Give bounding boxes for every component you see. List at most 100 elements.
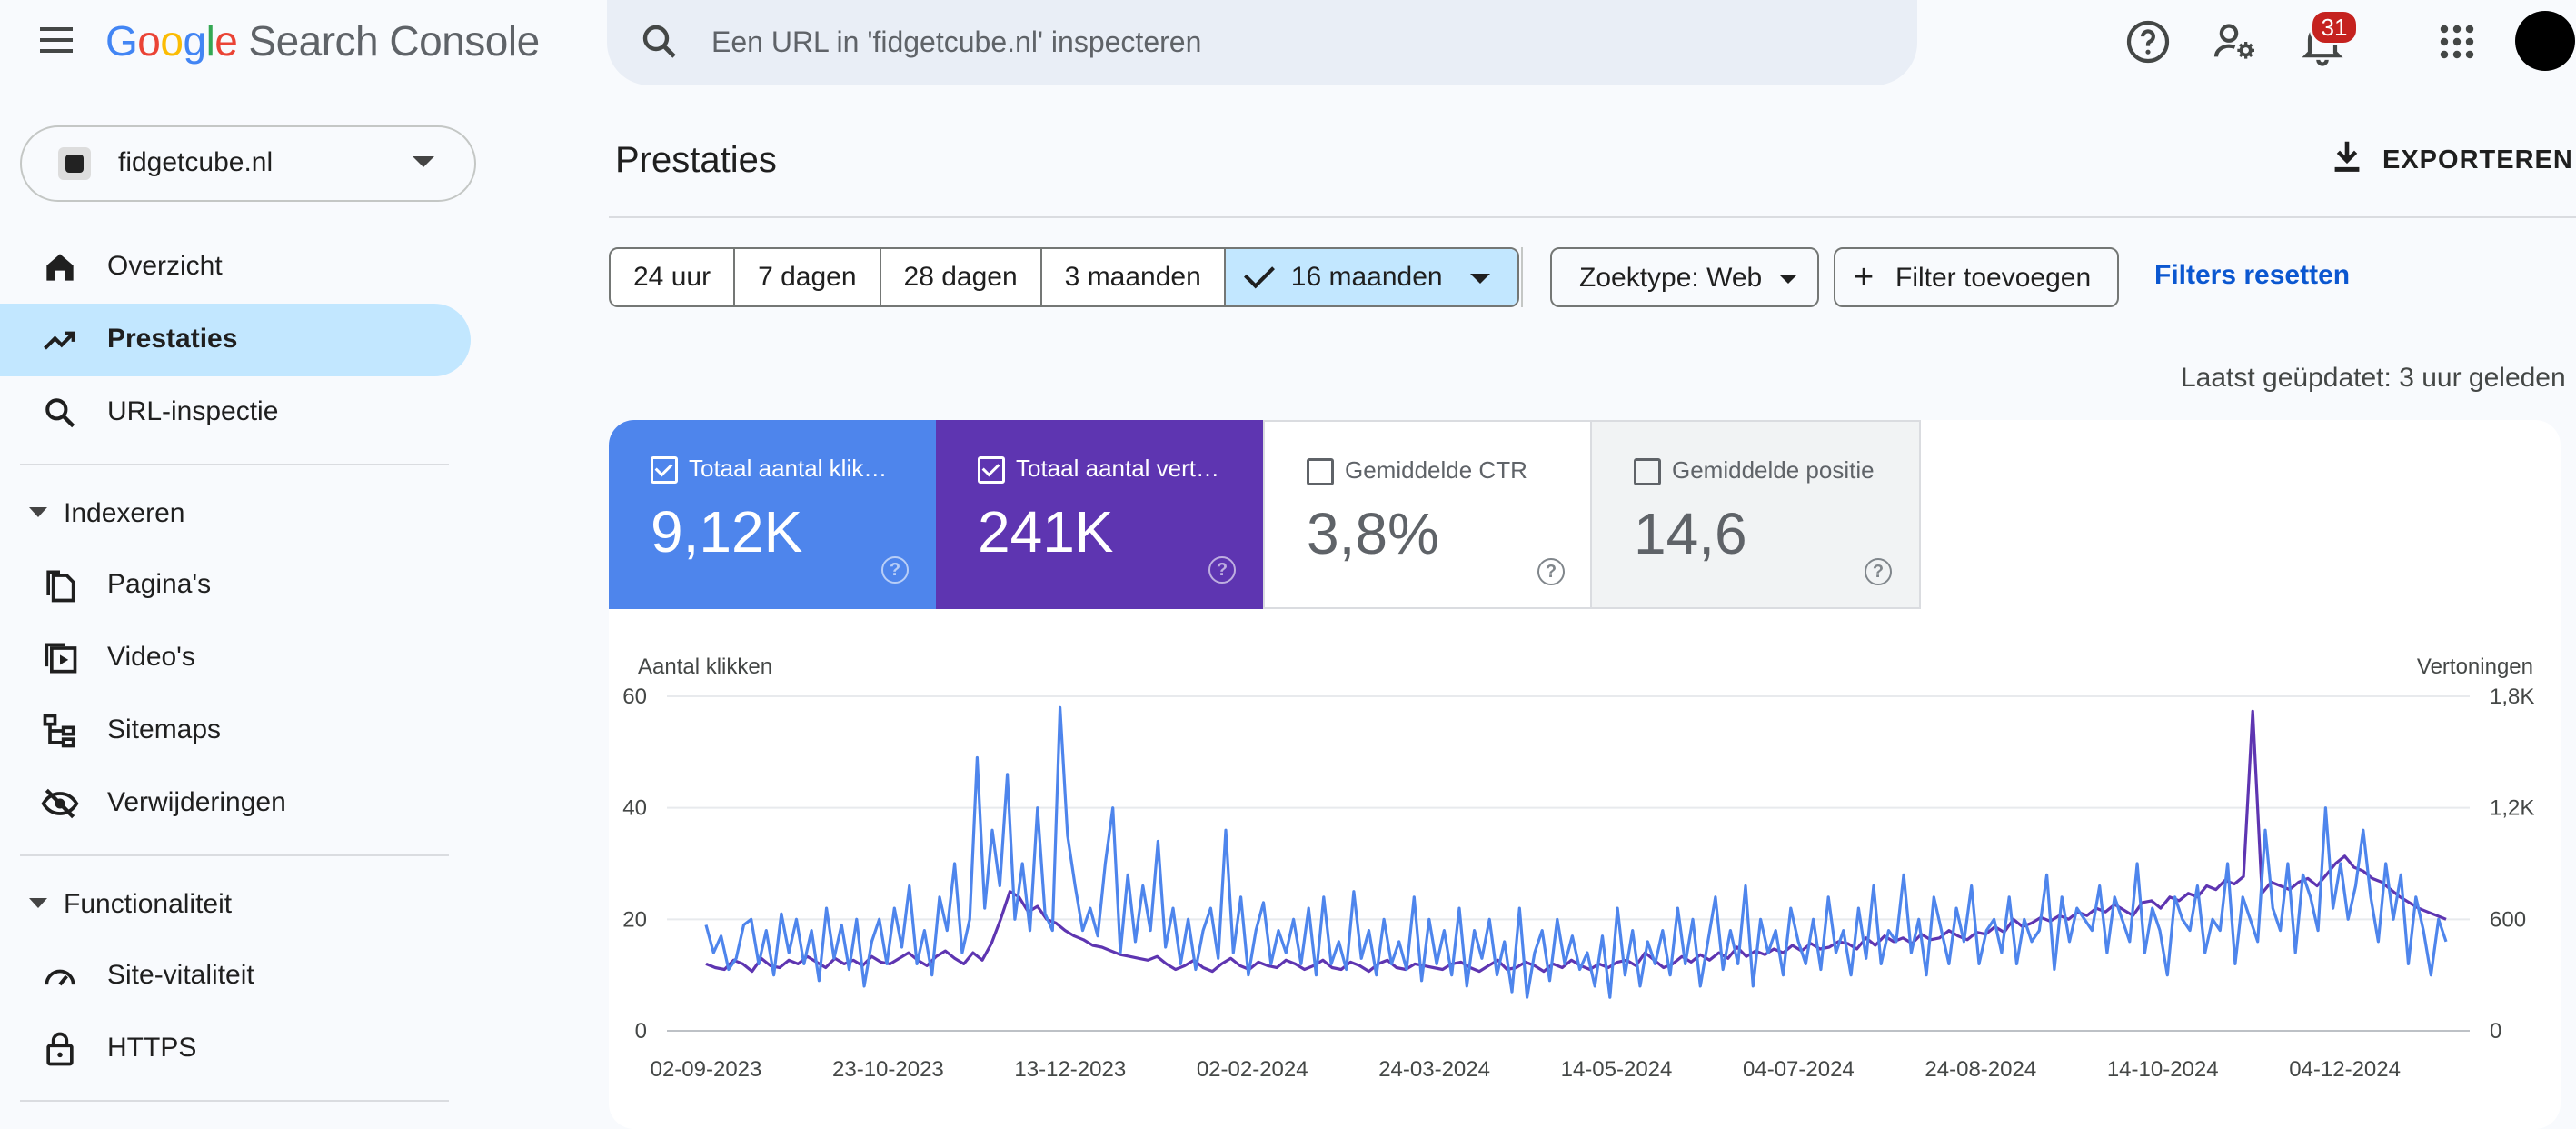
metric-value: 9,12K: [651, 499, 803, 564]
last-updated-text: Laatst geüpdatet: 3 uur geleden: [2181, 363, 2566, 393]
lock-icon: [46, 1032, 74, 1066]
y-tick-label-right: 1,2K: [2490, 796, 2534, 821]
range-3-maanden[interactable]: 3 maanden: [1042, 249, 1226, 305]
range-28-dagen[interactable]: 28 dagen: [881, 249, 1042, 305]
y-tick-label-left: 20: [622, 907, 647, 932]
range-7-dagen[interactable]: 7 dagen: [735, 249, 881, 305]
performance-chart[interactable]: Aantal klikken Vertoningen 60 40 20 0 1,8K 1…: [609, 636, 2561, 1124]
sidebar-item-label: Overzicht: [107, 251, 223, 281]
manage-accounts-icon: [2213, 24, 2254, 59]
metric-total-clicks[interactable]: Totaal aantal klik… 9,12K ?: [609, 420, 936, 609]
metric-average-position[interactable]: Gemiddelde positie 14,6 ?: [1590, 420, 1921, 609]
sidebar-item-label: URL-inspectie: [107, 396, 279, 426]
google-wordmark: Google: [105, 17, 238, 65]
main-menu-button[interactable]: [35, 18, 78, 62]
y-axis-right-title: Vertoningen: [2417, 654, 2533, 679]
checkbox-checked-icon[interactable]: [651, 456, 678, 484]
add-filter-label: Filter toevoegen: [1895, 263, 2092, 293]
page-title: Prestaties: [615, 140, 777, 180]
property-favicon: [58, 147, 91, 180]
help-circle-icon[interactable]: ?: [1208, 556, 1236, 584]
y-tick-label-left: 40: [622, 796, 647, 821]
sidebar-item-videos[interactable]: Video's: [0, 622, 471, 694]
checkbox-unchecked-icon[interactable]: [1307, 458, 1334, 485]
help-circle-icon[interactable]: ?: [1865, 558, 1892, 585]
sidebar-item-https[interactable]: HTTPS: [0, 1013, 471, 1085]
section-indexeren[interactable]: Indexeren: [0, 485, 454, 540]
x-tick-label: 14-05-2024: [1561, 1057, 1673, 1082]
eye-off-icon: [41, 788, 79, 819]
y-tick-label-left: 60: [622, 684, 647, 709]
y-tick-label-left: 0: [635, 1019, 647, 1044]
reset-filters-link[interactable]: Filters resetten: [2154, 260, 2351, 290]
user-settings-button[interactable]: [2210, 16, 2261, 67]
search-type-filter[interactable]: Zoektype: Web: [1550, 247, 1819, 307]
account-avatar[interactable]: [2515, 11, 2575, 71]
sidebar-item-label: Sitemaps: [107, 714, 222, 744]
download-icon: [2334, 141, 2360, 172]
y-tick-label-right: 600: [2490, 907, 2526, 932]
sidebar-item-label: Prestaties: [107, 324, 238, 354]
help-button[interactable]: [2123, 16, 2173, 67]
metric-label: Gemiddelde positie: [1672, 456, 1875, 484]
property-name: fidgetcube.nl: [118, 147, 274, 177]
trending-up-icon: [44, 331, 75, 350]
x-tick-label: 04-12-2024: [2289, 1057, 2401, 1082]
range-16-maanden[interactable]: 16 maanden: [1225, 249, 1517, 305]
export-label: EXPORTEREN: [2382, 145, 2573, 175]
sidebar-item-verwijderingen[interactable]: Verwijderingen: [0, 767, 471, 840]
section-functionaliteit[interactable]: Functionaliteit: [0, 876, 454, 931]
home-icon: [46, 254, 74, 281]
x-tick-label: 02-09-2023: [651, 1057, 762, 1082]
help-circle-icon[interactable]: ?: [881, 556, 909, 584]
section-label: Functionaliteit: [64, 889, 233, 919]
x-tick-label: 23-10-2023: [832, 1057, 944, 1082]
section-label: Indexeren: [64, 498, 185, 528]
sidebar-item-label: Pagina's: [107, 569, 212, 599]
metric-value: 14,6: [1634, 501, 1747, 566]
gauge-icon: [45, 969, 75, 986]
metric-value: 3,8%: [1307, 501, 1439, 566]
metric-average-ctr[interactable]: Gemiddelde CTR 3,8% ?: [1263, 420, 1594, 609]
collapse-triangle-icon: [29, 507, 47, 517]
metric-label: Gemiddelde CTR: [1345, 456, 1527, 484]
add-filter-button[interactable]: + Filter toevoegen: [1834, 247, 2119, 307]
checkbox-checked-icon[interactable]: [978, 456, 1005, 484]
checkbox-unchecked-icon[interactable]: [1634, 458, 1661, 485]
hamburger-icon: [40, 27, 73, 53]
y-axis-left-title: Aantal klikken: [638, 654, 772, 679]
property-selector[interactable]: fidgetcube.nl: [20, 125, 476, 202]
notification-badge: 31: [2310, 9, 2359, 45]
sidebar-item-prestaties[interactable]: Prestaties: [0, 304, 471, 376]
help-icon: [2126, 20, 2170, 64]
sidebar-item-overzicht[interactable]: Overzicht: [0, 231, 471, 304]
sidebar-item-sitemaps[interactable]: Sitemaps: [0, 694, 471, 767]
search-type-label: Zoektype: Web: [1579, 263, 1763, 293]
x-tick-label: 24-08-2024: [1925, 1057, 2036, 1082]
sidebar-item-url-inspectie[interactable]: URL-inspectie: [0, 376, 471, 449]
sidebar-divider: [20, 854, 449, 856]
sidebar-item-label: Site-vitaliteit: [107, 960, 254, 990]
range-24-uur[interactable]: 24 uur: [611, 249, 736, 305]
check-icon: [1243, 257, 1275, 289]
filter-separator: [1521, 247, 1523, 307]
y-tick-label-right: 0: [2490, 1019, 2501, 1044]
sidebar-item-paginas[interactable]: Pagina's: [0, 549, 471, 622]
date-range-selector[interactable]: 24 uur 7 dagen 28 dagen 3 maanden 16 maa…: [609, 247, 1519, 307]
help-circle-icon[interactable]: ?: [1537, 558, 1565, 585]
sidebar-item-label: Verwijderingen: [107, 787, 286, 817]
metric-total-impressions[interactable]: Totaal aantal vert… 241K ?: [936, 420, 1263, 609]
apps-button[interactable]: [2432, 16, 2482, 67]
apps-grid-icon: [2440, 25, 2474, 59]
chevron-down-icon: [413, 156, 434, 167]
sidebar-divider: [20, 464, 449, 465]
search-icon: [642, 25, 676, 58]
x-tick-label: 24-03-2024: [1378, 1057, 1490, 1082]
chart-svg: Aantal klikken Vertoningen 60 40 20 0 1,8K 1…: [622, 654, 2534, 1082]
x-tick-label: 13-12-2023: [1014, 1057, 1126, 1082]
url-inspect-search-bar[interactable]: Een URL in 'fidgetcube.nl' inspecteren: [607, 0, 1917, 85]
app-logo[interactable]: Google Search Console: [105, 16, 540, 71]
sidebar-item-site-vitaliteit[interactable]: Site-vitaliteit: [0, 940, 471, 1013]
x-tick-label: 02-02-2024: [1197, 1057, 1308, 1082]
range-label: 16 maanden: [1290, 262, 1443, 292]
